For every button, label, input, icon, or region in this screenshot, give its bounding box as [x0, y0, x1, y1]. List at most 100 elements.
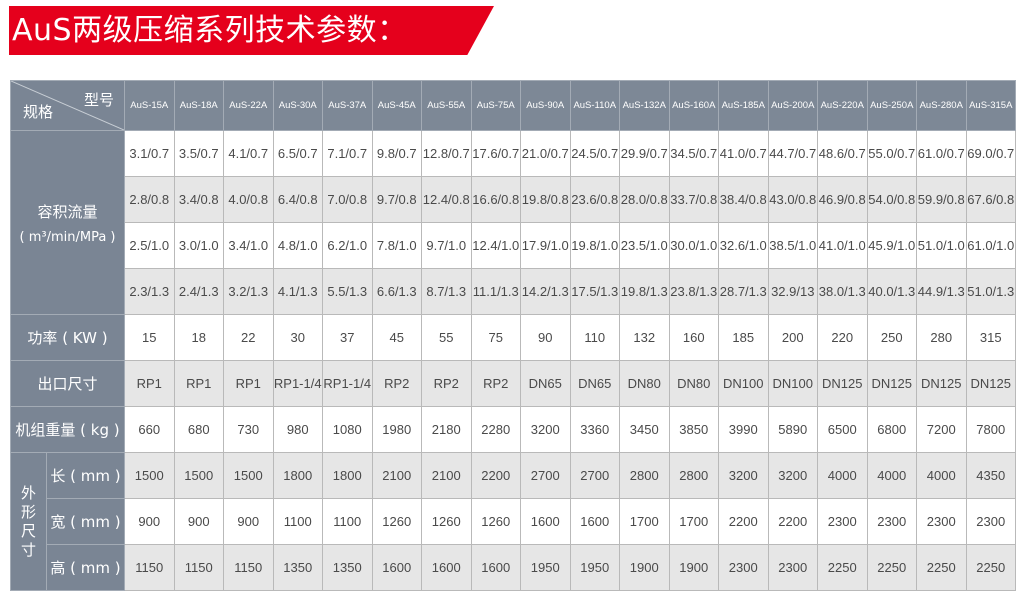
- weight-value-cell: 6500: [817, 406, 868, 453]
- flow-value-cell: 46.9/0.8: [817, 176, 868, 223]
- model-header-cell: AuS-18A: [173, 80, 224, 131]
- flow-value-cell: 43.0/0.8: [767, 176, 818, 223]
- power-row: 功率 ( KW ) 15 18 22 30 37 45 55 75 90 110 132 160 185 2…: [10, 314, 1016, 361]
- flow-value-cell: 8.7/1.3: [421, 268, 472, 315]
- flow-value-cell: 9.8/0.7: [371, 130, 422, 177]
- flow-value-cell: 2.5/1.0: [124, 222, 175, 269]
- power-value-cell: 18: [173, 314, 224, 361]
- model-header-cell: AuS-30A: [272, 80, 323, 131]
- spec-table: 型号 规格 AuS-15A AuS-18A AuS-22A AuS-30A AuS-37…: [10, 80, 1016, 591]
- dimension-height-row: 高 ( mm ) 1150 1150 1150 1350 1350 1600 1600 1600…: [11, 544, 1016, 591]
- dimension-height-value-cell: 1950: [569, 544, 620, 591]
- model-header-cell: AuS-45A: [371, 80, 422, 131]
- flow-value-cell: 40.0/1.3: [866, 268, 917, 315]
- flow-value-cell: 4.8/1.0: [272, 222, 323, 269]
- flow-value-cell: 67.6/0.8: [965, 176, 1016, 223]
- flow-row: 2.3/1.3 2.4/1.3 3.2/1.3 4.1/1.3 5.5/1.3 6.6/1…: [11, 268, 1016, 315]
- flow-value-cell: 6.4/0.8: [272, 176, 323, 223]
- flow-row: 2.8/0.8 3.4/0.8 4.0/0.8 6.4/0.8 7.0/0.8 9.7/0…: [11, 176, 1016, 223]
- flow-value-cell: 17.9/1.0: [520, 222, 571, 269]
- flow-value-cell: 54.0/0.8: [866, 176, 917, 223]
- power-value-cell: 45: [371, 314, 422, 361]
- weight-value-cell: 3360: [569, 406, 620, 453]
- flow-value-cell: 9.7/0.8: [371, 176, 422, 223]
- flow-value-cell: 34.5/0.7: [668, 130, 719, 177]
- flow-value-cell: 44.7/0.7: [767, 130, 818, 177]
- flow-value-cell: 3.2/1.3: [223, 268, 274, 315]
- model-header-cell: AuS-22A: [223, 80, 274, 131]
- dimension-height-value-cell: 1150: [223, 544, 274, 591]
- outlet-value-cell: DN125: [916, 360, 967, 407]
- dimension-width-value-cell: 2300: [916, 498, 967, 545]
- weight-value-cell: 7800: [965, 406, 1016, 453]
- model-header-cell: AuS-37A: [322, 80, 373, 131]
- outlet-row: 出口尺寸 RP1 RP1 RP1 RP1-1/4 RP1-1/4 RP2 RP2 RP2 DN65…: [10, 360, 1016, 407]
- dimension-length-value-cell: 4000: [866, 452, 917, 499]
- power-value-cell: 200: [767, 314, 818, 361]
- power-value-cell: 250: [866, 314, 917, 361]
- model-header-cell: AuS-280A: [916, 80, 967, 131]
- flow-value-cell: 12.4/1.0: [470, 222, 521, 269]
- power-value-cell: 90: [520, 314, 571, 361]
- dimensions-label: 外形尺寸: [20, 483, 36, 559]
- flow-value-cell: 5.5/1.3: [322, 268, 373, 315]
- outlet-value-cell: DN65: [569, 360, 620, 407]
- model-header-cell: AuS-132A: [619, 80, 670, 131]
- weight-value-cell: 6800: [866, 406, 917, 453]
- dimension-height-value-cell: 1900: [668, 544, 719, 591]
- dimension-width-value-cell: 2300: [817, 498, 868, 545]
- dimension-length-value-cell: 3200: [767, 452, 818, 499]
- dimension-length-value-cell: 2700: [569, 452, 620, 499]
- weight-value-cell: 1080: [322, 406, 373, 453]
- outlet-value-cell: RP1: [173, 360, 224, 407]
- outlet-value-cell: DN65: [520, 360, 571, 407]
- dimension-length-value-cell: 2200: [470, 452, 521, 499]
- power-value-cell: 315: [965, 314, 1016, 361]
- power-value-cell: 55: [421, 314, 472, 361]
- outlet-value-cell: DN80: [668, 360, 719, 407]
- weight-value-cell: 980: [272, 406, 323, 453]
- dimension-width-row: 宽 ( mm ) 900 900 900 1100 1100 1260 1260 1260 160…: [11, 498, 1016, 545]
- model-header-cell: AuS-200A: [767, 80, 818, 131]
- weight-value-cell: 3850: [668, 406, 719, 453]
- power-value-cell: 160: [668, 314, 719, 361]
- power-value-cell: 37: [322, 314, 373, 361]
- model-header-cell: AuS-160A: [668, 80, 719, 131]
- power-label: 功率 ( KW ): [10, 314, 125, 361]
- dimension-height-value-cell: 1150: [173, 544, 224, 591]
- dimension-height-value-cell: 2250: [916, 544, 967, 591]
- outlet-value-cell: RP1: [124, 360, 175, 407]
- dimension-length-value-cell: 1500: [223, 452, 274, 499]
- model-header-cell: AuS-250A: [866, 80, 917, 131]
- flow-value-cell: 12.8/0.7: [421, 130, 472, 177]
- model-header-cell: AuS-15A: [124, 80, 175, 131]
- dimension-height-value-cell: 2250: [965, 544, 1016, 591]
- power-value-cell: 22: [223, 314, 274, 361]
- dimension-width-value-cell: 1600: [569, 498, 620, 545]
- outlet-value-cell: RP2: [371, 360, 422, 407]
- outlet-value-cell: RP2: [421, 360, 472, 407]
- flow-value-cell: 69.0/0.7: [965, 130, 1016, 177]
- flow-value-cell: 32.9/13: [767, 268, 818, 315]
- model-header-cell: AuS-55A: [421, 80, 472, 131]
- dimension-width-label: 宽 ( mm ): [46, 498, 125, 545]
- dimension-width-value-cell: 900: [223, 498, 274, 545]
- flow-value-cell: 21.0/0.7: [520, 130, 571, 177]
- flow-value-cell: 3.4/1.0: [223, 222, 274, 269]
- flow-value-cell: 2.8/0.8: [124, 176, 175, 223]
- title-banner: [9, 6, 494, 55]
- weight-value-cell: 1980: [371, 406, 422, 453]
- outlet-value-cell: RP2: [470, 360, 521, 407]
- weight-value-cell: 730: [223, 406, 274, 453]
- flow-value-cell: 51.0/1.0: [916, 222, 967, 269]
- header-row: 型号 规格 AuS-15A AuS-18A AuS-22A AuS-30A AuS-37…: [10, 80, 1016, 131]
- weight-value-cell: 3450: [619, 406, 670, 453]
- power-value-cell: 220: [817, 314, 868, 361]
- flow-value-cell: 17.6/0.7: [470, 130, 521, 177]
- dimension-width-value-cell: 900: [173, 498, 224, 545]
- flow-value-cell: 7.1/0.7: [322, 130, 373, 177]
- dimension-width-value-cell: 2200: [767, 498, 818, 545]
- weight-value-cell: 660: [124, 406, 175, 453]
- flow-value-cell: 29.9/0.7: [619, 130, 670, 177]
- flow-value-cell: 3.4/0.8: [173, 176, 224, 223]
